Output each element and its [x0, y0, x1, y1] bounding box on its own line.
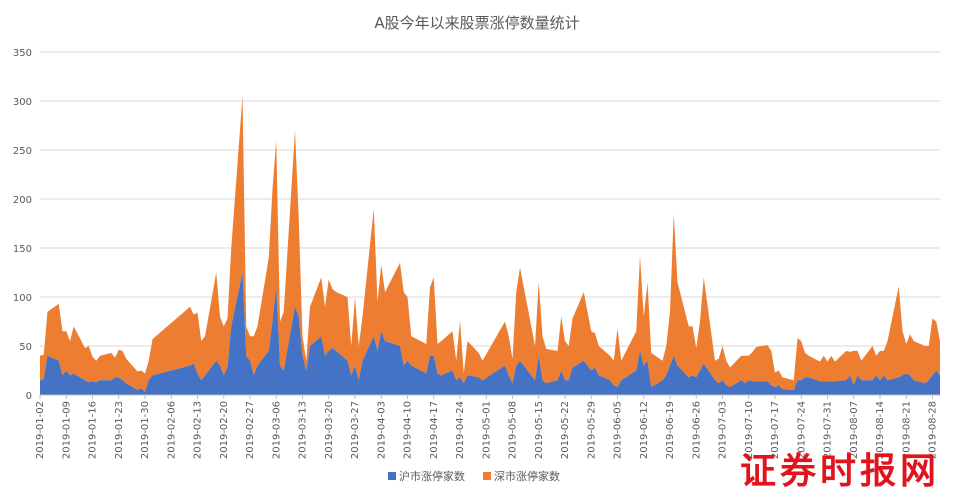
x-tick-label: 2019-05-22 [560, 401, 571, 459]
x-tick-label: 2019-07-31 [823, 401, 834, 459]
legend-label-1: 沪市涨停家数 [399, 469, 465, 483]
x-tick-label: 2019-03-06 [271, 401, 282, 459]
x-tick-label: 2019-01-02 [35, 401, 46, 459]
legend-swatch-1 [388, 472, 396, 480]
x-tick-label: 2019-05-08 [508, 401, 519, 459]
x-tick-label: 2019-06-05 [613, 401, 624, 459]
x-tick-label: 2019-07-10 [744, 401, 755, 459]
y-tick-label: 350 [13, 48, 32, 59]
x-tick-label: 2019-07-24 [796, 401, 807, 459]
legend-swatch-2 [483, 472, 491, 480]
x-tick-label: 2019-08-21 [901, 401, 912, 459]
y-tick-label: 250 [13, 146, 32, 157]
x-tick-label: 2019-02-06 [166, 401, 177, 459]
x-tick-label: 2019-05-15 [534, 401, 545, 459]
x-tick-label: 2019-05-29 [586, 401, 597, 459]
x-tick-label: 2019-04-17 [429, 401, 440, 459]
y-tick-label: 200 [13, 195, 32, 206]
x-tick-label: 2019-07-03 [718, 401, 729, 459]
x-tick-label: 2019-08-28 [928, 401, 939, 459]
x-tick-label: 2019-05-01 [481, 401, 492, 459]
y-tick-label: 150 [13, 244, 32, 255]
series-areas [40, 96, 940, 395]
x-tick-label: 2019-03-20 [324, 401, 335, 459]
y-tick-label: 0 [26, 391, 32, 402]
x-tick-label: 2019-02-13 [193, 401, 204, 459]
area-series-2 [40, 96, 940, 393]
legend: 沪市涨停家数 深市涨停家数 [388, 469, 560, 483]
x-tick-label: 2019-02-27 [245, 401, 256, 459]
x-tick-label: 2019-08-07 [849, 401, 860, 459]
x-tick-label: 2019-03-27 [350, 401, 361, 459]
x-tick-label: 2019-01-16 [88, 401, 99, 459]
x-tick-label: 2019-01-09 [61, 401, 72, 459]
axes: 0 50 100 150 200 250 300 350 2019-01-02 2019-01-0… [13, 48, 940, 459]
x-tick-label: 2019-01-23 [114, 401, 125, 459]
x-tick-label: 2019-02-20 [219, 401, 230, 459]
x-tick-label: 2019-07-17 [770, 401, 781, 459]
y-tick-label: 100 [13, 293, 32, 304]
x-tick-label: 2019-06-12 [639, 401, 650, 459]
x-tick-label: 2019-08-14 [875, 401, 886, 459]
x-tick-label: 2019-01-30 [140, 401, 151, 459]
x-tick-label: 2019-04-03 [376, 401, 387, 459]
x-tick-label: 2019-06-26 [691, 401, 702, 459]
area-series-1 [40, 272, 940, 395]
x-tick-label: 2019-03-13 [298, 401, 309, 459]
x-tick-label: 2019-04-10 [403, 401, 414, 459]
y-tick-label: 300 [13, 97, 32, 108]
x-tick-label: 2019-06-19 [665, 401, 676, 459]
y-tick-label: 50 [19, 342, 32, 353]
watermark-logo: 证券时报网 [740, 450, 940, 492]
legend-label-2: 深市涨停家数 [494, 469, 560, 483]
chart-title: A股今年以来股票涨停数量统计 [374, 14, 579, 32]
x-tick-label: 2019-04-24 [455, 401, 466, 459]
